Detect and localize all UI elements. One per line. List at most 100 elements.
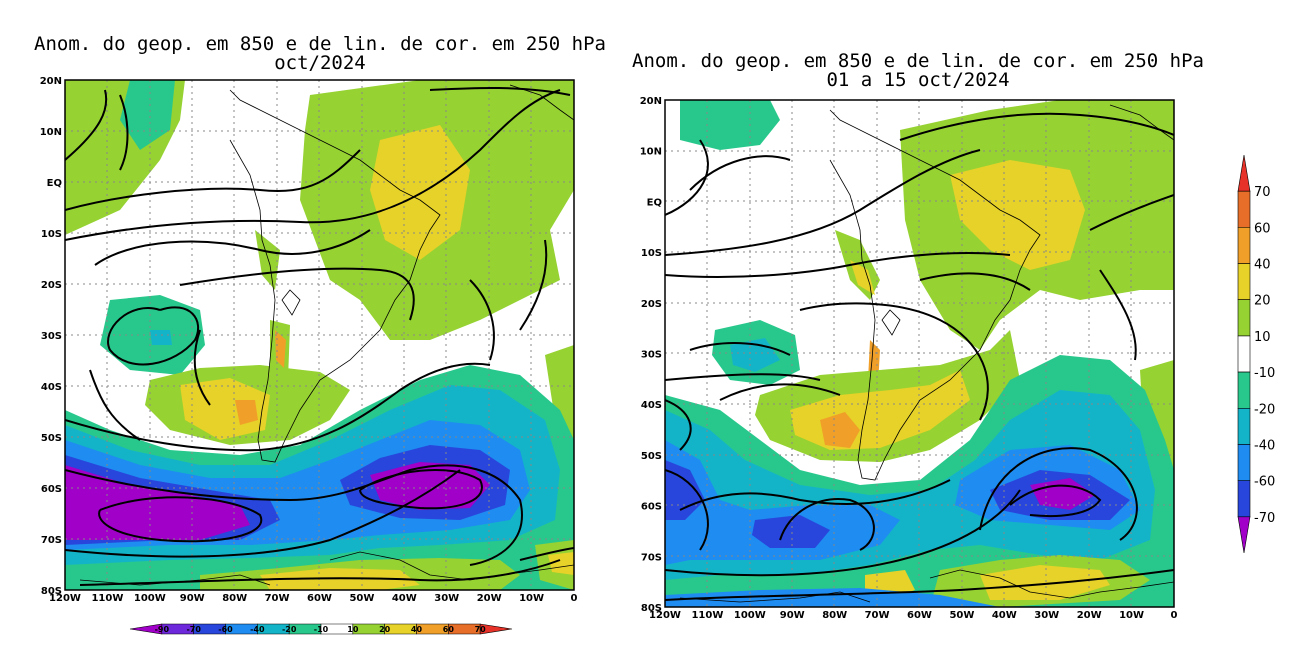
left-lat-label: 20S (41, 280, 62, 291)
right-lat-label: 80S (641, 603, 662, 614)
left-colorbar-label: 20 (379, 625, 391, 634)
right-lat-labels: 20N 10N EQ 10S 20S 30S 40S 50S 60S 70S 80S (640, 96, 662, 614)
left-lat-label: 20N (40, 76, 62, 87)
right-colorbar-label: -20 (1254, 402, 1275, 417)
left-lon-label: 60W (307, 593, 332, 604)
left-lon-label: 50W (349, 593, 374, 604)
right-colorbar-segment (1237, 263, 1251, 301)
right-lat-label: 10N (640, 147, 662, 158)
right-lon-label: 60W (907, 610, 932, 621)
right-colorbar-label: -70 (1254, 511, 1275, 526)
right-colorbar-label: 20 (1254, 294, 1271, 309)
left-colorbar-label: 60 (443, 625, 455, 634)
left-lon-label: 90W (180, 593, 205, 604)
right-lon-label: 30W (1034, 610, 1059, 621)
right-colorbar-label: 60 (1254, 221, 1271, 236)
left-lon-label: 40W (392, 593, 417, 604)
left-colorbar-label: 70 (475, 625, 487, 634)
right-lon-label: 80W (822, 610, 847, 621)
right-lon-label: 70W (865, 610, 890, 621)
right-lon-labels: 120W 110W 100W 90W 80W 70W 60W 50W 40W 30W 20W 10W 0 (649, 610, 1177, 621)
right-colorbar-label: 70 (1254, 185, 1271, 200)
left-colorbar-label: -90 (155, 625, 170, 634)
left-lat-label: EQ (47, 178, 62, 189)
left-lon-label: 0 (571, 593, 578, 604)
right-lat-label: 60S (641, 502, 662, 513)
right-lat-label: 70S (641, 552, 662, 563)
right-lon-label: 10W (1119, 610, 1144, 621)
right-lon-label: 0 (1171, 610, 1178, 621)
right-colorbar-label: -10 (1254, 366, 1275, 381)
left-lon-label: 10W (519, 593, 544, 604)
right-gridlines (665, 100, 1174, 607)
left-colorbar-label: -40 (250, 625, 265, 634)
left-lat-label: 30S (41, 331, 62, 342)
left-lat-label: 70S (41, 535, 62, 546)
right-colorbar-segment (1237, 407, 1251, 445)
right-lon-label: 90W (780, 610, 805, 621)
left-title-line2: oct/2024 (274, 52, 366, 74)
left-lat-labels: 20N 10N EQ 10S 20S 30S 40S 50S 60S 70S 80S (40, 76, 62, 597)
right-lon-label: 100W (734, 610, 766, 621)
left-colorbar-label: 40 (411, 625, 423, 634)
right-colorbar-segment (1237, 190, 1251, 228)
left-lon-label: 20W (477, 593, 502, 604)
right-lon-label: 110W (691, 610, 723, 621)
left-map: Anom. do geop. em 850 e de lin. de cor. … (34, 33, 606, 635)
left-colorbar-label: -60 (218, 625, 233, 634)
left-lat-label: 50S (41, 433, 62, 444)
right-colorbar-segment (1237, 371, 1251, 409)
right-colorbar-label: -40 (1254, 438, 1275, 453)
left-lat-label: 80S (41, 586, 62, 597)
right-lat-label: 20S (641, 299, 662, 310)
right-colorbar-segment (1237, 154, 1251, 192)
left-lat-label: 10N (40, 127, 62, 138)
right-colorbar-label: 10 (1254, 330, 1271, 345)
left-lat-label: 10S (41, 229, 62, 240)
right-streamlines (665, 112, 1174, 601)
left-lon-label: 100W (134, 593, 166, 604)
left-lon-label: 30W (434, 593, 459, 604)
right-lon-label: 20W (1077, 610, 1102, 621)
right-colorbar-label: 40 (1254, 258, 1271, 273)
right-lat-label: 20N (640, 96, 662, 107)
left-map-frame (64, 79, 575, 591)
right-map: Anom. do geop. em 850 e de lin. de cor. … (632, 50, 1275, 621)
left-lon-label: 110W (91, 593, 123, 604)
right-coastline (679, 104, 1174, 603)
left-lon-label: 80W (222, 593, 247, 604)
right-lat-label: 40S (641, 400, 662, 411)
right-colorbar-segment (1237, 299, 1251, 337)
right-title-line2: 01 a 15 oct/2024 (826, 69, 1009, 91)
right-lat-label: EQ (647, 197, 662, 208)
right-lat-label: 10S (641, 248, 662, 259)
right-colorbar-segment (1237, 480, 1251, 518)
left-colorbar-segment (479, 623, 513, 635)
left-title-line1: Anom. do geop. em 850 e de lin. de cor. … (34, 33, 606, 55)
left-colorbar-label: -70 (186, 625, 201, 634)
right-colorbar: 70 60 40 20 10 -10 -20 -40 -60 -70 (1237, 154, 1275, 554)
right-colorbar-label: -60 (1254, 475, 1275, 490)
right-lat-label: 30S (641, 350, 662, 361)
left-lon-label: 70W (265, 593, 290, 604)
right-lon-label: 40W (992, 610, 1017, 621)
right-colorbar-segment (1237, 335, 1251, 373)
right-lon-label: 120W (649, 610, 681, 621)
left-streamlines (65, 86, 574, 586)
left-colorbar-label: 10 (347, 625, 359, 634)
right-title-line1: Anom. do geop. em 850 e de lin. de cor. … (632, 50, 1204, 72)
right-map-frame (664, 99, 1175, 608)
right-colorbar-segment (1237, 444, 1251, 481)
right-lat-label: 50S (641, 451, 662, 462)
left-colorbar-label: -10 (314, 625, 329, 634)
left-lat-label: 40S (41, 382, 62, 393)
right-colorbar-segment (1237, 227, 1251, 264)
right-colorbar-segment (1237, 516, 1251, 554)
left-lat-label: 60S (41, 484, 62, 495)
left-lon-label: 120W (49, 593, 81, 604)
left-colorbar-label: -20 (282, 625, 297, 634)
right-lon-label: 50W (949, 610, 974, 621)
left-colorbar: -90 -70 -60 -40 -20 -10 10 20 40 60 70 (129, 623, 513, 635)
left-lon-labels: 120W 110W 100W 90W 80W 70W 60W 50W 40W 30W 20W 10W 0 (49, 593, 577, 604)
